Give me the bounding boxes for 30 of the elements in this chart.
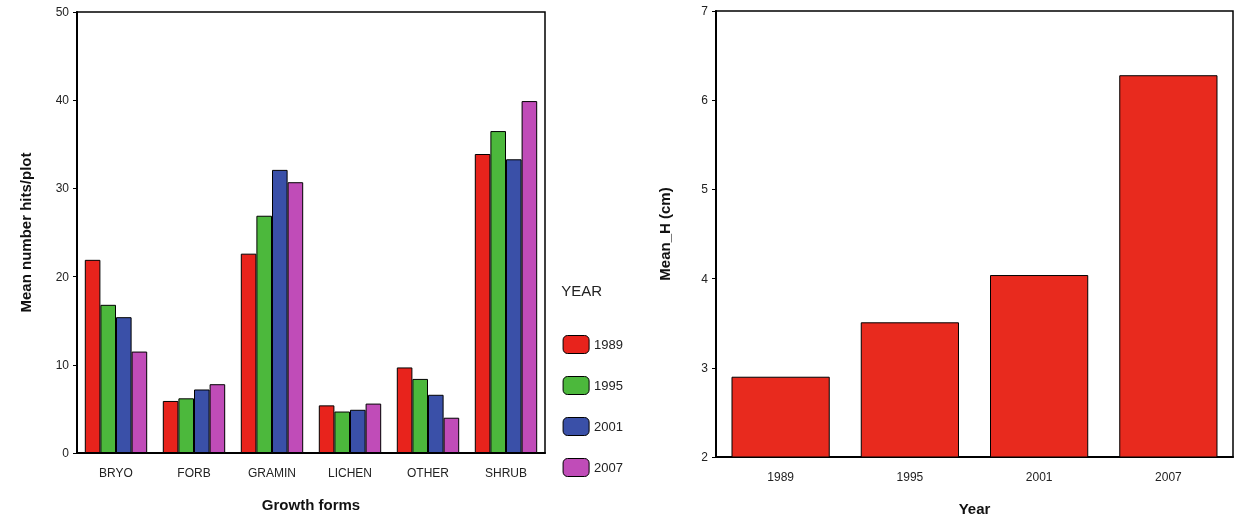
y-tick-label: 30 [55, 181, 70, 196]
y-tick-label: 50 [55, 5, 70, 19]
x-tick-label: LICHEN [327, 466, 373, 480]
x-tick-label: 1995 [896, 470, 924, 484]
y-tick-label: 7 [701, 4, 709, 18]
y-tick-label: 5 [701, 182, 709, 197]
y-tick-label: 10 [55, 357, 70, 372]
x-axis-title: Year [958, 500, 991, 517]
x-tick-label: 2001 [1025, 470, 1053, 484]
legend-label: 1989 [594, 337, 623, 352]
x-tick-label: BRYO [99, 466, 133, 480]
legend-title: YEAR [561, 282, 603, 299]
y-tick-label: 3 [701, 360, 709, 375]
y-tick-label: 0 [62, 446, 70, 460]
x-axis-title: Growth forms [261, 496, 361, 513]
y-axis-title: Mean number hits/plot [17, 152, 34, 313]
x-tick-label: OTHER [407, 466, 450, 480]
y-tick-label: 2 [701, 450, 709, 464]
y-tick-label: 4 [701, 271, 709, 286]
x-tick-label: GRAMIN [248, 466, 296, 480]
x-tick-label: SHRUB [484, 466, 528, 480]
y-tick-label: 40 [55, 93, 70, 108]
legend-label: 1995 [594, 378, 623, 393]
y-tick-label: 6 [701, 93, 709, 108]
x-tick-label: 2007 [1155, 470, 1183, 484]
x-tick-label: FORB [177, 466, 211, 480]
y-axis-title: Mean_H (cm) [656, 187, 673, 281]
x-tick-label: 1989 [767, 470, 795, 484]
legend-label: 2001 [594, 419, 623, 434]
y-tick-label: 20 [55, 269, 70, 284]
